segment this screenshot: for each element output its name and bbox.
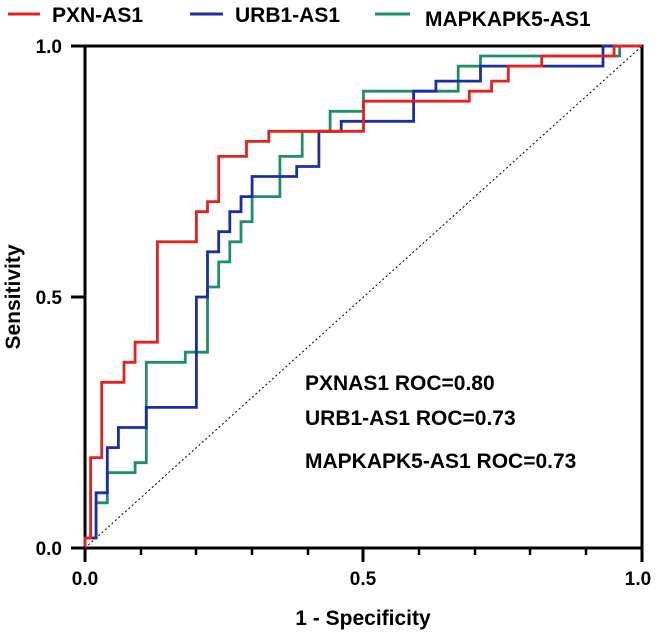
series-line-pxn-as1 [83,44,642,548]
chance-diagonal [84,45,643,549]
y-tick-label: 0.5 [36,288,63,309]
y-axis-title: Sensitivity [2,244,25,349]
legend: PXN-AS1 URB1-AS1 MAPKAPK5-AS1 [8,4,591,31]
x-axis: 0.0 0.5 1.0 1 - Specificity [72,548,651,630]
x-tick-label: 0.5 [350,569,377,590]
y-tick-label: 0.0 [36,539,62,560]
roc-annotations: PXNAS1 ROC=0.80 URB1-AS1 ROC=0.73 MAPKAP… [305,372,576,473]
roc-annotation-urb1-as1: URB1-AS1 ROC=0.73 [305,407,516,430]
series-line-urb1-as1 [83,44,642,548]
y-axis: 0.0 0.5 1.0 Sensitivity [2,37,85,560]
x-tick-label: 1.0 [625,569,651,590]
legend-label-pxn-as1: PXN-AS1 [52,4,143,27]
legend-label-mapkapk5-as1: MAPKAPK5-AS1 [425,8,591,31]
x-tick-label: 0.0 [72,569,98,590]
series-line-mapkapk5-as1 [83,44,642,548]
roc-annotation-pxn-as1: PXNAS1 ROC=0.80 [305,372,495,395]
legend-label-urb1-as1: URB1-AS1 [235,4,340,27]
y-tick-label: 1.0 [36,37,62,58]
x-axis-title: 1 - Specificity [295,607,431,630]
roc-annotation-mapkapk5-as1: MAPKAPK5-AS1 ROC=0.73 [305,450,576,473]
